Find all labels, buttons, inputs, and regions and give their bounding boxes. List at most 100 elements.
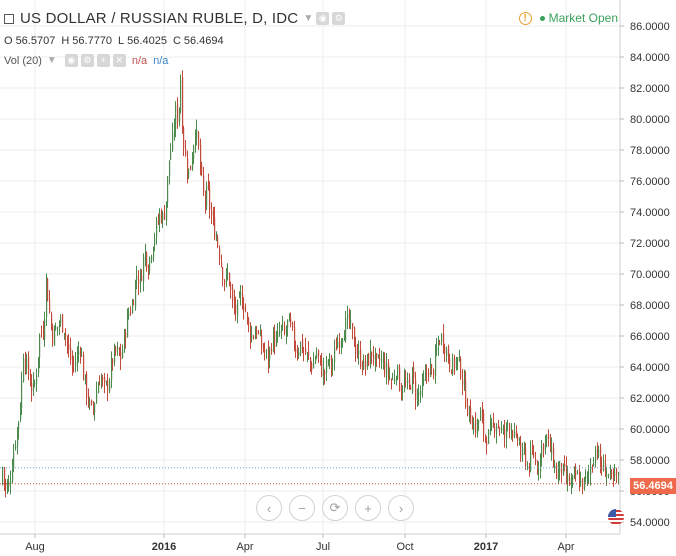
- candle-body: [504, 428, 506, 437]
- candle-body: [217, 236, 219, 247]
- candle-body: [430, 365, 432, 377]
- candle-body: [64, 333, 66, 335]
- candle-body: [311, 363, 313, 372]
- candle-body: [307, 352, 309, 354]
- candle-body: [349, 311, 351, 323]
- candle-body: [491, 422, 493, 428]
- candle-body: [247, 313, 249, 316]
- eye-icon[interactable]: ◉: [316, 12, 330, 25]
- candle-body: [383, 360, 385, 362]
- candle-body: [606, 474, 608, 477]
- candle-body: [367, 354, 369, 365]
- candle-body: [44, 319, 46, 340]
- candle-body: [119, 348, 121, 355]
- candle-body: [226, 272, 228, 282]
- volume-label[interactable]: Vol (20): [4, 54, 42, 67]
- chevron-down-icon[interactable]: ▼: [303, 13, 314, 24]
- candle-body: [41, 331, 43, 333]
- candle-series: [2, 70, 620, 498]
- candle-body: [535, 458, 537, 462]
- candle-body: [409, 378, 411, 385]
- candle-body: [375, 352, 377, 362]
- candle-body: [436, 348, 438, 351]
- candle-body: [148, 269, 150, 274]
- candle-body: [456, 358, 458, 367]
- candle-body: [68, 344, 70, 351]
- candle-body: [102, 377, 104, 380]
- candle-body: [410, 386, 412, 390]
- x-tick-label: 2017: [474, 541, 498, 553]
- candle-body: [28, 356, 30, 376]
- chevron-down-icon[interactable]: ▼: [46, 55, 57, 66]
- alert-icon[interactable]: !: [518, 11, 532, 25]
- series-toggle-checkbox[interactable]: [4, 13, 14, 24]
- candle-body: [605, 463, 607, 477]
- candle-body: [128, 312, 130, 317]
- close-icon[interactable]: ✕: [112, 54, 126, 67]
- candle-body: [190, 165, 192, 170]
- candle-body: [551, 446, 553, 455]
- candle-body: [94, 403, 96, 413]
- y-tick-label: 78.0000: [630, 145, 670, 157]
- candle-body: [7, 484, 9, 492]
- candle-body: [154, 237, 156, 246]
- candle-body: [242, 293, 244, 309]
- candle-body: [47, 278, 49, 302]
- candle-body: [46, 276, 48, 317]
- candle-body: [248, 318, 250, 326]
- symbol-title[interactable]: US DOLLAR / RUSSIAN RUBLE, D, IDC: [20, 10, 299, 27]
- candle-body: [5, 481, 7, 489]
- eye-icon[interactable]: ◉: [64, 54, 78, 67]
- add-icon[interactable]: +: [96, 54, 110, 67]
- candle-body: [10, 480, 12, 484]
- candle-body: [431, 364, 433, 368]
- candle-body: [506, 424, 508, 438]
- candle-body: [298, 351, 300, 357]
- zoom-in-button[interactable]: +: [355, 495, 381, 521]
- symbol-title-row: US DOLLAR / RUSSIAN RUBLE, D, IDC ▼ ◉ ⚙: [4, 10, 346, 27]
- candle-body: [130, 312, 132, 314]
- y-tick-label: 76.0000: [630, 176, 670, 188]
- candle-body: [122, 349, 124, 358]
- candle-body: [2, 467, 4, 483]
- candle-body: [33, 380, 35, 390]
- scroll-left-button[interactable]: ‹: [256, 495, 282, 521]
- candle-body: [320, 355, 322, 359]
- candle-body: [36, 375, 38, 384]
- candle-body: [323, 367, 325, 377]
- candle-body: [613, 471, 615, 479]
- candle-body: [153, 247, 155, 258]
- candle-body: [175, 105, 177, 129]
- candle-body: [187, 158, 189, 175]
- candle-body: [401, 388, 403, 396]
- candle-body: [172, 132, 174, 150]
- zoom-out-button[interactable]: −: [289, 495, 315, 521]
- candle-body: [235, 304, 237, 314]
- candle-body: [577, 472, 579, 475]
- y-tick-label: 74.0000: [630, 207, 670, 219]
- candle-body: [57, 326, 59, 328]
- last-price-label: 56.4694: [630, 478, 676, 494]
- candle-body: [328, 361, 330, 363]
- reset-chart-button[interactable]: ⟳: [322, 495, 348, 521]
- open-label: O: [4, 35, 13, 47]
- candle-body: [273, 330, 275, 351]
- candle-body: [20, 407, 22, 420]
- candle-body: [313, 362, 315, 369]
- scroll-right-button[interactable]: ›: [388, 495, 414, 521]
- candle-body: [418, 392, 420, 396]
- candle-body: [51, 314, 53, 326]
- candle-body: [221, 262, 223, 266]
- settings-icon[interactable]: ⚙: [80, 54, 94, 67]
- candle-body: [54, 327, 56, 346]
- candle-body: [595, 448, 597, 463]
- settings-icon[interactable]: ⚙: [332, 12, 346, 25]
- candle-body: [114, 347, 116, 363]
- candle-body: [99, 384, 101, 386]
- candle-body: [213, 214, 215, 220]
- candle-body: [569, 477, 571, 486]
- candle-body: [268, 347, 270, 363]
- candle-body: [209, 187, 211, 210]
- candle-body: [336, 348, 338, 351]
